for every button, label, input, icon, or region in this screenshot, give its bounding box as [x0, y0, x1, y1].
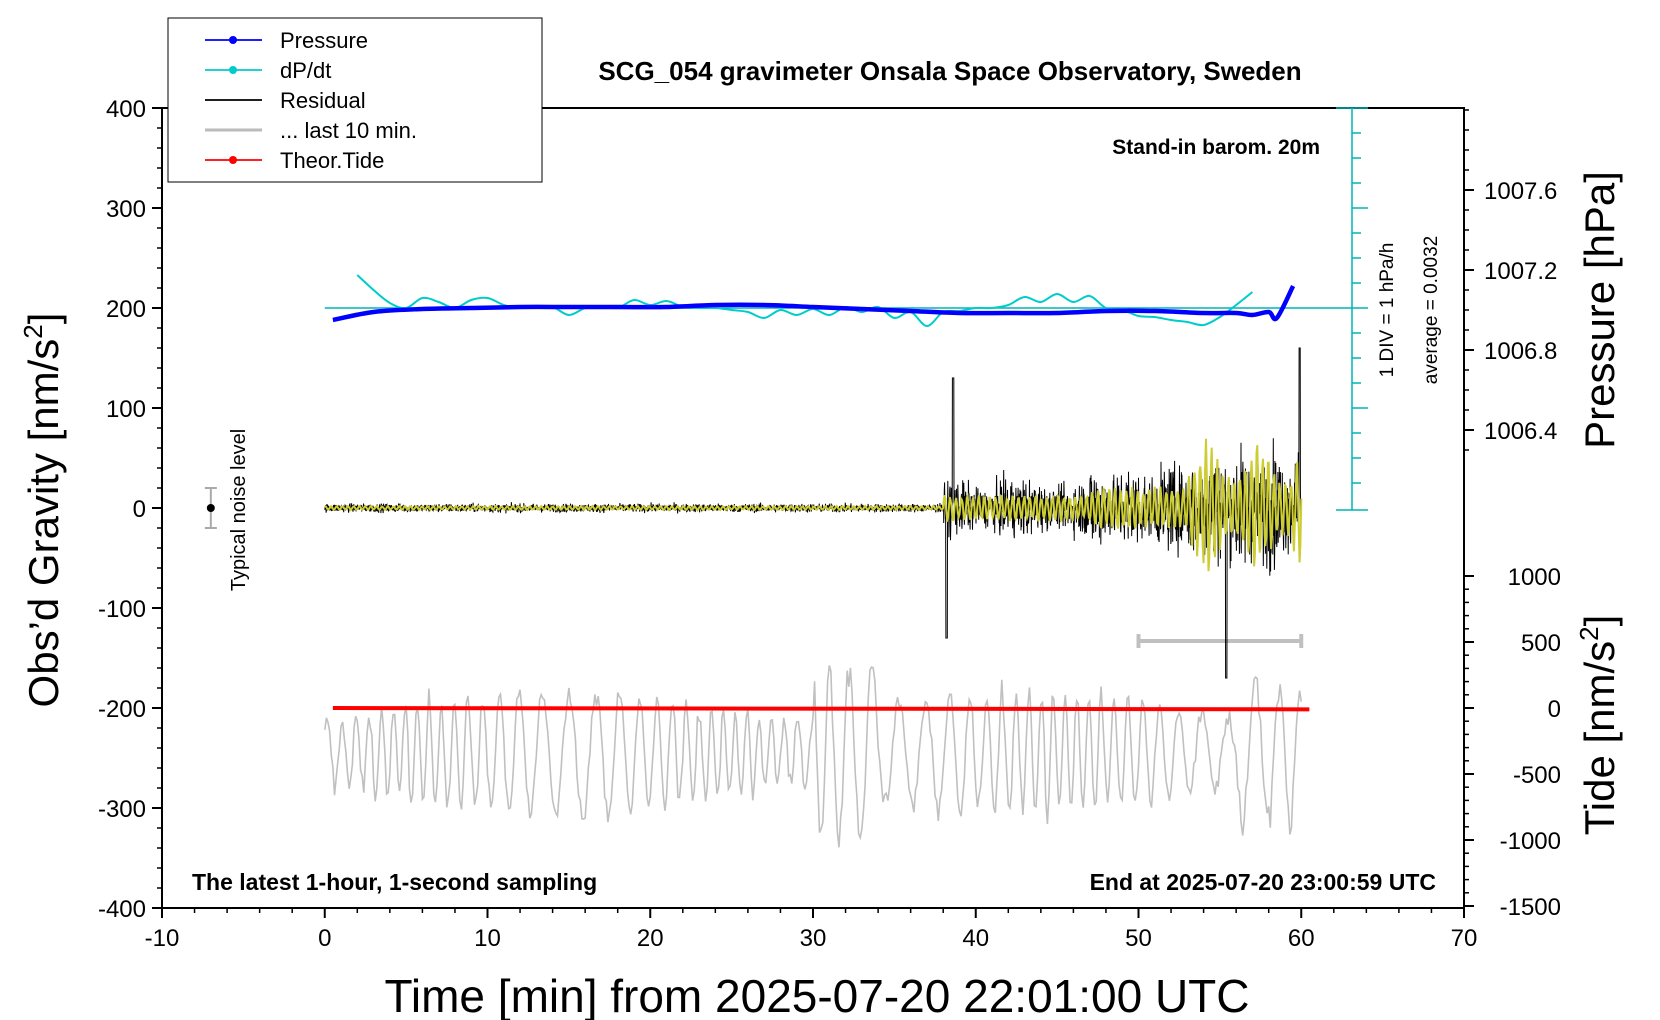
pressure-tick-label: 1006.8: [1484, 338, 1557, 365]
x-tick-label: 10: [474, 925, 501, 952]
legend-marker: [229, 66, 237, 74]
theoretical-tide-series: [332, 706, 1310, 712]
y-left-tick-label: -300: [98, 796, 146, 823]
pressure-axis-title: Pressure [hPa]: [1576, 171, 1623, 449]
y-left-tick-label: -100: [98, 596, 146, 623]
x-tick-label: 70: [1451, 925, 1478, 952]
x-tick-label: 60: [1288, 925, 1315, 952]
x-axis-title: Time [min] from 2025-07-20 22:01:00 UTC: [385, 970, 1250, 1020]
dpdt-series: [356, 274, 1254, 328]
y-left-tick-label: -200: [98, 696, 146, 723]
y-left-tick-label: 0: [133, 496, 146, 523]
dpdt-div-label: 1 DIV = 1 hPa/h: [1377, 243, 1398, 378]
residual-series: [324, 347, 1302, 679]
x-tick-label: 40: [962, 925, 989, 952]
latest-hour-note: The latest 1-hour, 1-second sampling: [192, 869, 597, 895]
series-layer: [204, 274, 1352, 848]
legend-label: Residual: [280, 88, 366, 113]
tide-tick-label: 1000: [1508, 564, 1561, 591]
x-tick-label: -10: [145, 925, 180, 952]
legend: Pressure dP/dt Residual ... last 10 min. The…: [167, 17, 543, 183]
x-tick-label: 0: [318, 925, 331, 952]
y-left-tick-label: 200: [106, 296, 146, 323]
pressure-series: [332, 284, 1296, 323]
legend-label: ... last 10 min.: [280, 118, 417, 143]
stand-in-barometer-note: Stand-in barom. 20m: [1112, 136, 1320, 159]
dpdt-average-label: average = 0.0032: [1421, 236, 1442, 384]
tide-tick-label: 0: [1548, 696, 1561, 723]
tide-tick-label: 500: [1521, 630, 1561, 657]
pressure-tick-label: 1006.4: [1484, 418, 1557, 445]
tide-tick-label: -1000: [1500, 828, 1561, 855]
tide-axis-title: Tide [nm/s2]: [1574, 615, 1623, 836]
legend-label: Pressure: [280, 28, 368, 53]
y-left-tick-label: 400: [106, 96, 146, 123]
x-tick-label: 30: [800, 925, 827, 952]
ticks-layer: -10 0 10 20 30 40 50 60 704003002001000-100-200-…: [98, 96, 1561, 952]
legend-marker: [229, 36, 237, 44]
last-10-min-series: [324, 665, 1303, 848]
y-left-tick-label: 300: [106, 196, 146, 223]
legend-label: dP/dt: [280, 58, 331, 83]
end-time-note: End at 2025-07-20 23:00:59 UTC: [1090, 869, 1436, 895]
x-tick-label: 20: [637, 925, 664, 952]
y-left-tick-label: 100: [106, 396, 146, 423]
legend-label: Theor.Tide: [280, 148, 384, 173]
y-left-tick-label: -400: [98, 896, 146, 923]
y-left-axis-title: Obs’d Gravity [nm/s2]: [18, 313, 67, 708]
noise-level-label: Typical noise level: [228, 429, 250, 591]
x-tick-label: 50: [1125, 925, 1152, 952]
tide-tick-label: -1500: [1500, 894, 1561, 921]
chart-title: SCG_054 gravimeter Onsala Space Observat…: [598, 56, 1301, 86]
pressure-tick-label: 1007.2: [1484, 258, 1557, 285]
noise-level-point: [206, 504, 215, 512]
legend-marker: [229, 156, 237, 164]
pressure-tick-label: 1007.6: [1484, 178, 1557, 205]
residual-smoothed-series: [324, 438, 1303, 572]
tide-tick-label: -500: [1513, 762, 1561, 789]
